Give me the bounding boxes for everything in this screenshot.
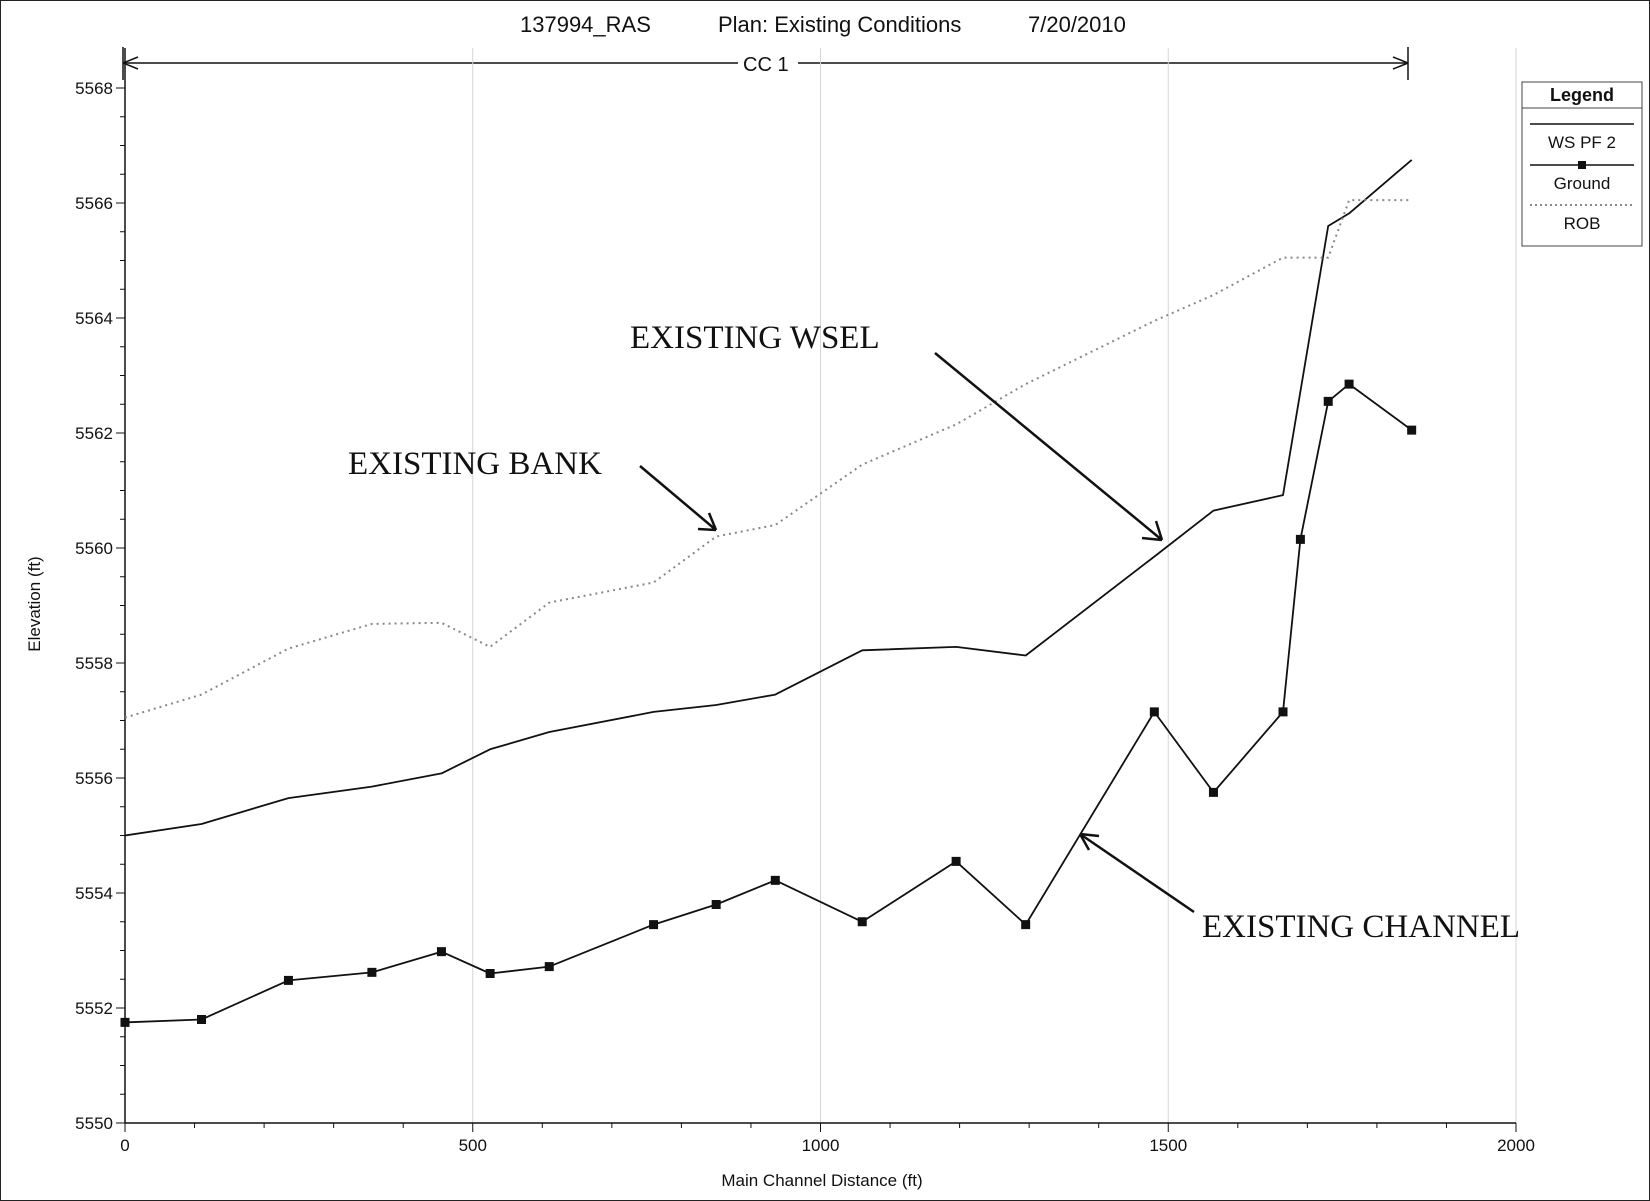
y-tick-label: 5558	[75, 654, 113, 673]
x-axis-label: Main Channel Distance (ft)	[721, 1171, 922, 1190]
series-point-ground	[857, 917, 867, 927]
y-tick-label: 5556	[75, 769, 113, 788]
annotation-channel-arrow	[1078, 832, 1195, 914]
y-tick-label: 5554	[75, 884, 113, 903]
gridlines	[472, 48, 1517, 1123]
chart-title-date: 7/20/2010	[1028, 12, 1126, 37]
series-point-ground	[711, 900, 721, 909]
annotation-wsel: EXISTING WSEL	[630, 320, 880, 356]
series-point-ground	[1344, 379, 1354, 389]
x-axis-ticks: 0 500 1000 1500 2000	[120, 1123, 1535, 1155]
annotation-channel: EXISTING CHANNEL	[1202, 909, 1520, 945]
y-axis-label: Elevation (ft)	[25, 556, 44, 651]
legend-item-rob: ROB	[1564, 214, 1601, 233]
y-axis-ticks: 5550 5552 5554 5556 5558 5560 5562 5564 5566 5568	[75, 79, 125, 1133]
x-tick-label: 1500	[1149, 1136, 1187, 1155]
series-point-ground	[649, 920, 659, 930]
x-tick-label: 500	[459, 1136, 487, 1155]
chart-title-project: 137994_RAS	[520, 12, 651, 37]
annotation-bank-arrow	[639, 465, 718, 532]
series-point-ground	[1021, 920, 1031, 930]
legend: Legend WS PF 2 Ground ROB	[1521, 81, 1643, 247]
series-point-ground	[770, 875, 780, 885]
series-point-ground	[367, 967, 377, 977]
series-group	[120, 159, 1417, 1027]
y-tick-label: 5564	[75, 309, 113, 328]
reach-label: CC 1	[743, 54, 789, 76]
x-tick-label: 0	[120, 1136, 129, 1155]
series-point-ground	[1295, 534, 1305, 544]
series-line-ground	[124, 383, 1413, 1024]
legend-item-ground: Ground	[1554, 174, 1611, 193]
series-point-ground	[1323, 396, 1333, 406]
legend-title: Legend	[1550, 85, 1614, 105]
series-point-ground	[1208, 787, 1218, 797]
legend-swatch-ground-marker	[1578, 161, 1586, 169]
series-point-ground	[485, 969, 495, 978]
series-line-rob	[124, 199, 1412, 719]
y-tick-label: 5566	[75, 194, 113, 213]
x-tick-label: 1000	[802, 1136, 840, 1155]
x-tick-label: 2000	[1497, 1136, 1535, 1155]
series-point-ground	[283, 975, 293, 985]
y-tick-label: 5568	[75, 79, 113, 98]
series-point-ground	[1278, 707, 1288, 717]
series-point-ground	[436, 947, 446, 957]
series-point-ground	[120, 1017, 130, 1027]
y-tick-label: 5552	[75, 999, 113, 1018]
series-point-ground	[951, 856, 961, 866]
y-tick-label: 5562	[75, 424, 113, 443]
reach-extent-arrow	[122, 47, 1409, 80]
legend-item-ws: WS PF 2	[1548, 133, 1616, 152]
annotation-wsel-arrow	[934, 352, 1164, 542]
series-point-ground	[1149, 707, 1159, 717]
chart-title-plan: Plan: Existing Conditions	[718, 12, 961, 37]
annotation-bank: EXISTING BANK	[348, 446, 602, 482]
series-line-ws-pf-2	[124, 159, 1413, 837]
y-tick-label: 5560	[75, 539, 113, 558]
series-point-ground	[544, 962, 554, 972]
series-point-ground	[1407, 425, 1417, 435]
series-point-ground	[197, 1015, 207, 1024]
y-tick-label: 5550	[75, 1114, 113, 1133]
